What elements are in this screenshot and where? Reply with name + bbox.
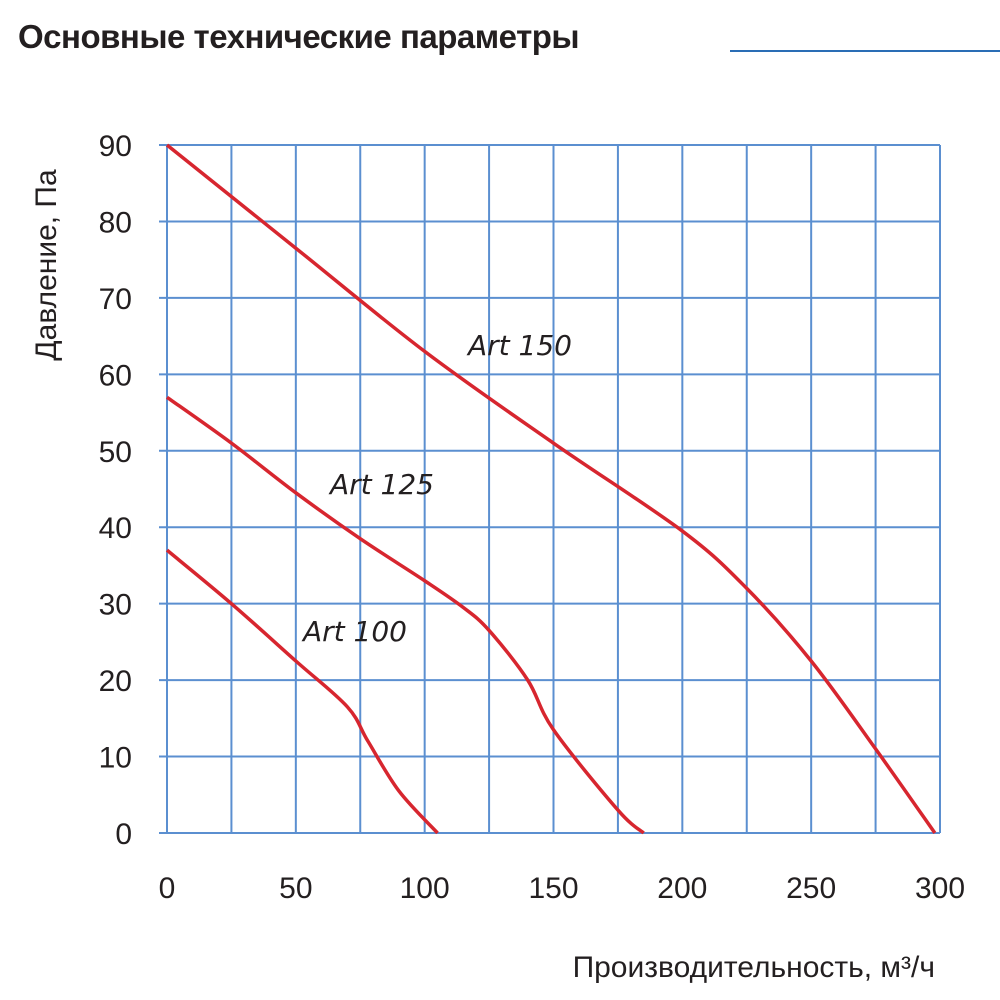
- x-tick-label: 0: [159, 872, 176, 905]
- x-tick-labels: 0 50 100 150 200 250 300: [159, 872, 965, 905]
- y-tick-label: 90: [99, 130, 132, 163]
- x-axis-label: Производительность, м³/ч: [573, 951, 935, 984]
- x-tick-label: 100: [400, 872, 450, 905]
- series-label: Art 150: [466, 329, 572, 362]
- page-title: Основные технические параметры: [18, 18, 580, 55]
- y-axis-label: Давление, Па: [30, 169, 63, 361]
- series-lines: [165, 143, 937, 835]
- series-line-art-100: [165, 548, 439, 835]
- series-line-art-150: [165, 143, 937, 835]
- series-label: Art 125: [328, 468, 434, 501]
- y-tick-label: 70: [99, 283, 132, 316]
- x-tick-label: 50: [279, 872, 312, 905]
- x-tick-label: 300: [915, 872, 965, 905]
- title-rule: [730, 50, 1000, 52]
- y-tick-label: 50: [99, 436, 132, 469]
- x-tick-label: 250: [786, 872, 836, 905]
- y-tick-label: 30: [99, 589, 132, 622]
- x-tick-label: 200: [657, 872, 707, 905]
- y-tick-label: 10: [99, 742, 132, 775]
- series-line-art-125: [165, 395, 645, 835]
- series-labels: Art 150 Art 125 Art 100: [301, 329, 572, 648]
- y-tick-label: 80: [99, 206, 132, 239]
- series-label: Art 100: [301, 615, 407, 648]
- y-tick-label: 0: [115, 818, 132, 851]
- y-tick-labels: 0 10 20 30 40 50 60 70 80 90: [99, 130, 132, 851]
- x-tick-label: 150: [528, 872, 578, 905]
- grid: [159, 144, 941, 834]
- y-tick-label: 60: [99, 359, 132, 392]
- y-tick-label: 20: [99, 665, 132, 698]
- y-tick-label: 40: [99, 512, 132, 545]
